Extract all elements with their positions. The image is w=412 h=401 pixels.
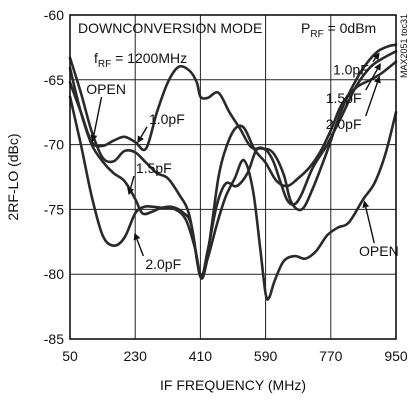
y-tick-label: -85 (44, 331, 64, 347)
x-tick-label: 590 (254, 348, 278, 364)
series-label-1-0pf: 1.0pF (137, 111, 185, 144)
frf-value: = 1200MHz (111, 50, 187, 66)
label-arrowhead (362, 200, 370, 208)
plot-frame (69, 14, 397, 340)
series-label-open: OPEN (359, 200, 399, 259)
label-arrow (93, 96, 103, 136)
label-arrow (136, 239, 144, 257)
y-tick-label: -60 (44, 7, 64, 23)
label-arrow (372, 57, 377, 63)
y-axis-label: 2RF-LO (dBc) (5, 133, 21, 220)
prf-subscript: RF (310, 29, 323, 40)
series-label-1-0pf: 1.0pF (333, 52, 380, 78)
label-arrowhead (374, 62, 381, 71)
frf-subscript: RF (98, 59, 111, 70)
y-tick-label: -65 (44, 72, 64, 88)
label-arrowhead (372, 52, 380, 61)
y-tick-label: -80 (44, 266, 64, 282)
label-arrow (140, 126, 148, 138)
series-line-open (68, 56, 398, 301)
x-tick-label: 50 (62, 348, 78, 364)
series-label-text: 1.0pF (333, 62, 369, 78)
prf-main: P (301, 20, 310, 36)
x-axis-label: IF FREQUENCY (MHz) (160, 377, 306, 393)
part-number: MAX2051 toc31 (399, 14, 409, 78)
series-label-text: 1.0pF (149, 111, 185, 127)
series-label-text: OPEN (86, 81, 126, 97)
series-label-text: 2.0pF (326, 116, 362, 132)
y-tick-label: -75 (44, 201, 64, 217)
label-arrowhead (133, 232, 141, 241)
series-label-text: 1.5pF (326, 90, 362, 106)
y-tick-label: -70 (44, 137, 64, 153)
label-arrow (365, 82, 379, 117)
series-label-open: OPEN (86, 81, 126, 143)
series-label-2-0pf: 2.0pF (133, 232, 181, 272)
frf-annotation: fRF = 1200MHz (94, 50, 187, 70)
grid-lines (70, 15, 396, 339)
prf-value: = 0dBm (324, 20, 377, 36)
frf-main: f (94, 50, 98, 66)
label-arrow (129, 175, 135, 189)
label-arrow (365, 68, 379, 91)
series-line-1-5pf (68, 50, 398, 279)
label-arrow (365, 206, 375, 244)
mode-annotation: DOWNCONVERSION MODE (78, 20, 262, 36)
series-line-2-0pf (68, 60, 398, 277)
x-tick-label: 230 (124, 348, 148, 364)
label-arrowhead (90, 134, 98, 143)
series-label-text: 2.0pF (145, 256, 181, 272)
series-line-1-0pf (68, 43, 398, 212)
series-label-text: OPEN (359, 243, 399, 259)
x-tick-label: 950 (384, 348, 408, 364)
series-label-text: 1.5pF (136, 160, 172, 176)
series-label-1-5pf: 1.5pF (326, 62, 381, 106)
series-labels: OPEN 1.0pF 1.5pF 2.0pF 1.0pF 1.5pF 2.0pF OPEN (86, 52, 399, 272)
series-label-2-0pf: 2.0pF (326, 75, 381, 132)
label-arrowhead (127, 187, 134, 196)
label-arrowhead (137, 135, 144, 144)
series-label-1-5pf: 1.5pF (127, 160, 172, 196)
x-tick-label: 410 (189, 348, 213, 364)
label-arrowhead (374, 75, 381, 84)
prf-annotation: PRF = 0dBm (301, 20, 376, 40)
x-tick-label: 770 (319, 348, 343, 364)
series-curves (68, 43, 398, 301)
